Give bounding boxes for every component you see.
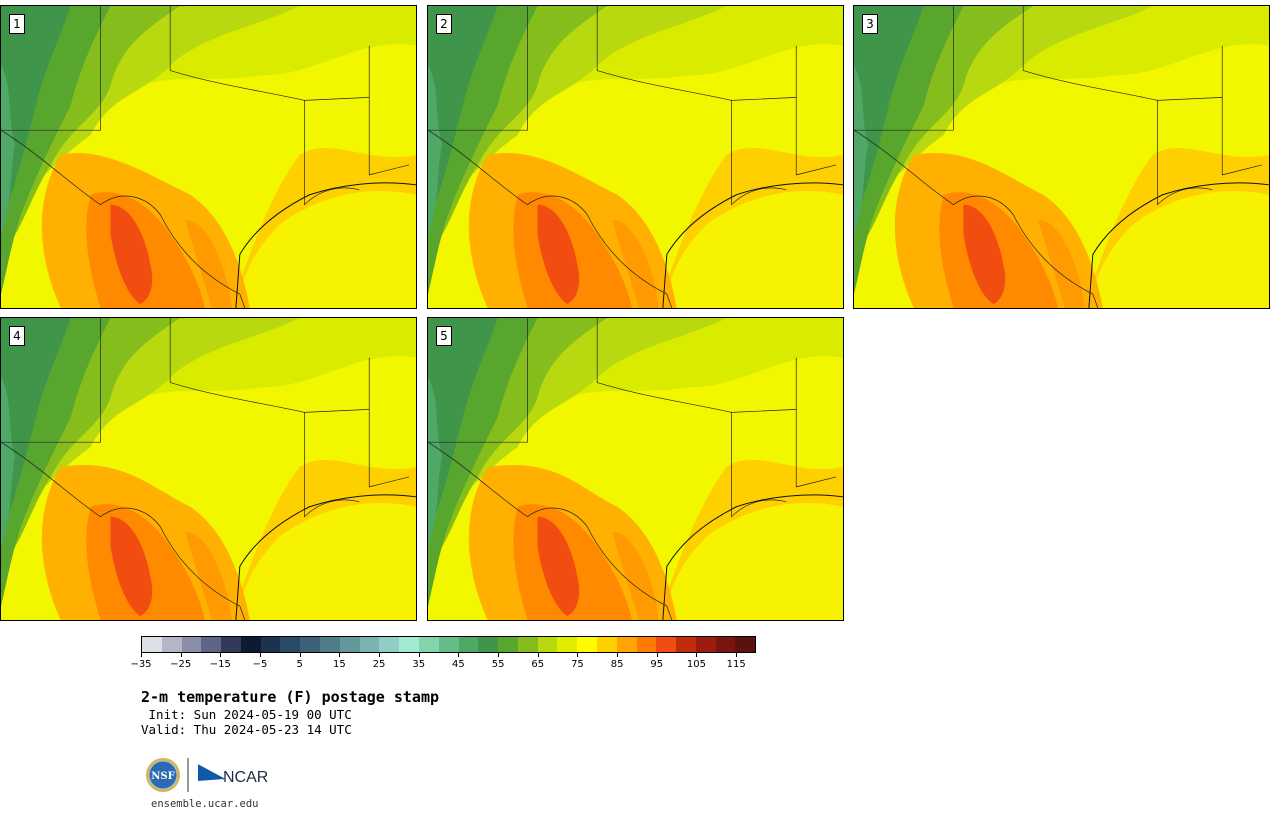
colorbar-cell bbox=[201, 637, 222, 652]
member-label: 4 bbox=[9, 326, 25, 346]
website-url: ensemble.ucar.edu bbox=[151, 798, 259, 810]
colorbar-tick bbox=[299, 653, 301, 657]
colorbar-cell bbox=[438, 637, 459, 652]
member-label: 1 bbox=[9, 14, 25, 34]
colorbar-tick bbox=[736, 653, 738, 657]
member-label: 5 bbox=[436, 326, 452, 346]
colorbar-cell bbox=[517, 637, 538, 652]
colorbar-cell bbox=[735, 637, 756, 652]
colorbar-cell bbox=[616, 637, 637, 652]
colorbar-cell bbox=[240, 637, 261, 652]
colorbar-cell bbox=[320, 637, 340, 652]
colorbar-cell bbox=[399, 637, 419, 652]
svg-text:NSF: NSF bbox=[151, 771, 174, 782]
nsf-logo-icon: NSF bbox=[146, 758, 180, 792]
colorbar-cell bbox=[142, 637, 162, 652]
colorbar-tick-label: −25 bbox=[170, 659, 192, 670]
colorbar-cell bbox=[181, 637, 202, 652]
colorbar-tick-label: 115 bbox=[726, 659, 746, 670]
member-panel-5: 5 bbox=[427, 317, 844, 621]
colorbar-tick bbox=[458, 653, 460, 657]
colorbar-tick bbox=[418, 653, 420, 657]
colorbar-tick bbox=[498, 653, 500, 657]
member-panel-1: 1 bbox=[0, 5, 417, 309]
member-label: 3 bbox=[862, 14, 878, 34]
colorbar-cell bbox=[458, 637, 479, 652]
colorbar-cell bbox=[280, 637, 301, 652]
member-panel-3: 3 bbox=[853, 5, 1270, 309]
colorbar-tick bbox=[696, 653, 698, 657]
svg-text:NCAR: NCAR bbox=[223, 769, 268, 786]
colorbar-cell bbox=[339, 637, 360, 652]
colorbar-tick bbox=[141, 653, 142, 657]
figure-title: 2-m temperature (F) postage stamp bbox=[141, 688, 440, 706]
colorbar-cell bbox=[537, 637, 558, 652]
colorbar-tick-label: 65 bbox=[531, 659, 545, 670]
colorbar-tick-label: 85 bbox=[610, 659, 624, 670]
colorbar-cell bbox=[557, 637, 578, 652]
temperature-colorbar bbox=[141, 636, 756, 653]
colorbar-cell bbox=[359, 637, 380, 652]
colorbar-tick-label: 25 bbox=[372, 659, 386, 670]
colorbar-cell bbox=[300, 637, 321, 652]
colorbar-cell bbox=[596, 637, 617, 652]
colorbar-cell bbox=[656, 637, 677, 652]
member-label: 2 bbox=[436, 14, 452, 34]
colorbar-tick-label: −35 bbox=[130, 659, 152, 670]
colorbar-tick-label: 75 bbox=[571, 659, 584, 670]
colorbar-tick-label: −5 bbox=[252, 659, 268, 670]
colorbar-tick bbox=[339, 653, 341, 657]
colorbar-cell bbox=[418, 637, 439, 652]
colorbar-tick-label: 45 bbox=[452, 659, 465, 670]
colorbar-cell bbox=[161, 637, 182, 652]
colorbar-tick-label: −15 bbox=[209, 659, 231, 670]
member-panel-4: 4 bbox=[0, 317, 417, 621]
colorbar-tick bbox=[537, 653, 539, 657]
colorbar-cell bbox=[379, 637, 400, 652]
colorbar-tick bbox=[379, 653, 381, 657]
colorbar-cell bbox=[577, 637, 597, 652]
colorbar-cell bbox=[695, 637, 716, 652]
colorbar-tick bbox=[260, 653, 262, 657]
colorbar-tick-label: 55 bbox=[491, 659, 505, 670]
colorbar-cell bbox=[478, 637, 499, 652]
member-panel-2: 2 bbox=[427, 5, 844, 309]
colorbar-tick-label: 5 bbox=[296, 659, 303, 670]
colorbar-cell bbox=[498, 637, 518, 652]
valid-time: Valid: Thu 2024-05-23 14 UTC bbox=[141, 722, 352, 737]
colorbar-tick-label: 35 bbox=[412, 659, 426, 670]
colorbar-cell bbox=[260, 637, 281, 652]
colorbar-tick-label: 15 bbox=[333, 659, 346, 670]
colorbar-tick-label: 95 bbox=[650, 659, 664, 670]
init-time: Init: Sun 2024-05-19 00 UTC bbox=[141, 707, 352, 722]
colorbar-tick bbox=[180, 653, 182, 657]
colorbar-tick bbox=[220, 653, 222, 657]
colorbar-cell bbox=[715, 637, 736, 652]
colorbar-ticks: −35 −25 −15 −5 5 15 25 35 45 55 65 75 85 95 105 115 bbox=[130, 653, 756, 673]
colorbar-tick bbox=[617, 653, 619, 657]
colorbar-cell bbox=[636, 637, 657, 652]
ncar-logo-icon: NCAR bbox=[197, 764, 268, 786]
colorbar-tick bbox=[656, 653, 658, 657]
colorbar-tick bbox=[577, 653, 579, 657]
colorbar-cell bbox=[676, 637, 696, 652]
logos: NSF NCAR bbox=[145, 755, 275, 795]
colorbar-tick-label: 105 bbox=[686, 659, 707, 670]
colorbar-cell bbox=[221, 637, 241, 652]
